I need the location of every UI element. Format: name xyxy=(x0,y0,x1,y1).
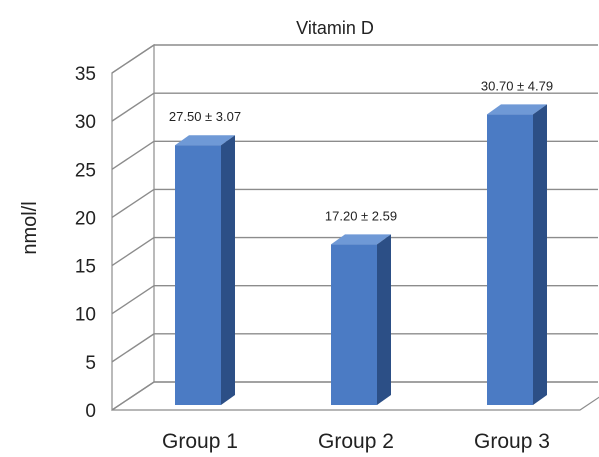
gridline xyxy=(111,236,598,267)
bar-top xyxy=(175,135,235,146)
floor-front-edge xyxy=(112,396,599,411)
left-wall xyxy=(111,43,155,412)
y-tick-label: 35 xyxy=(75,64,96,85)
y-axis-label: nmol/l xyxy=(19,201,41,254)
bar-side xyxy=(221,135,235,405)
y-tick-label: 15 xyxy=(75,257,96,278)
gridline xyxy=(111,188,598,219)
y-axis-ticks: 0 5 10 15 20 25 30 35 xyxy=(75,64,96,422)
gridline xyxy=(111,44,598,74)
gridline xyxy=(111,285,598,315)
x-tick-label: Group 2 xyxy=(318,430,394,453)
bar xyxy=(175,145,221,405)
data-label: 30.70 ± 4.79 xyxy=(481,78,553,93)
bar-top xyxy=(331,234,391,245)
bar xyxy=(487,114,533,405)
x-tick-label: Group 1 xyxy=(162,430,238,453)
data-label: 17.20 ± 2.59 xyxy=(325,208,397,223)
gridline xyxy=(111,92,598,122)
bar-side xyxy=(533,104,547,405)
bar-side xyxy=(377,234,391,405)
chart-gridlines xyxy=(111,44,598,411)
data-label: 27.50 ± 3.07 xyxy=(169,109,241,124)
gridline xyxy=(111,140,598,170)
bar xyxy=(331,244,377,405)
bar-top xyxy=(487,104,547,115)
y-tick-label: 5 xyxy=(85,353,96,374)
x-axis-ticks: Group 1 Group 2 Group 3 xyxy=(162,430,550,453)
y-tick-label: 25 xyxy=(75,160,96,181)
chart-bars xyxy=(175,104,547,405)
y-axis-label-group: nmol/l xyxy=(19,201,41,254)
chart-title: Vitamin D xyxy=(296,18,374,38)
y-tick-label: 20 xyxy=(75,208,96,229)
y-tick-label: 0 xyxy=(85,401,96,422)
chart-data-labels: 27.50 ± 3.07 17.20 ± 2.59 30.70 ± 4.79 xyxy=(169,78,553,223)
gridline xyxy=(111,333,598,363)
y-tick-label: 10 xyxy=(75,305,96,326)
gridline xyxy=(111,381,598,411)
y-tick-label: 30 xyxy=(75,112,96,133)
x-tick-label: Group 3 xyxy=(474,430,550,453)
